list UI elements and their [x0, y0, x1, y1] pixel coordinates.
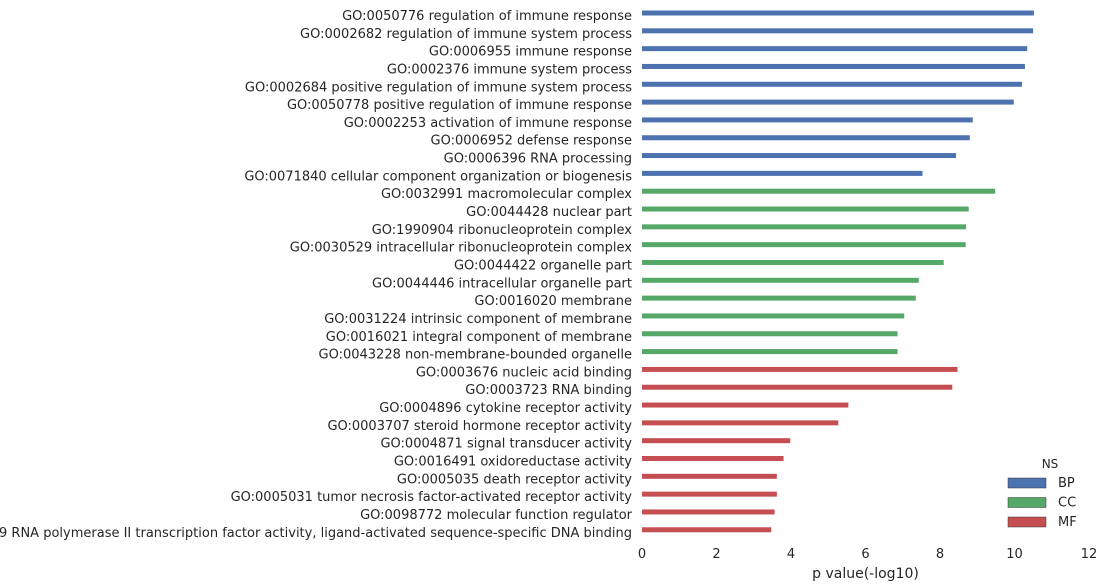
bar-bp: [642, 117, 973, 123]
bar-bp: [642, 81, 1022, 87]
legend-label-bp: BP: [1058, 476, 1075, 491]
category-label: GO:0004871 signal transducer activity: [380, 437, 632, 452]
category-label: GO:0044422 organelle part: [454, 258, 632, 273]
x-tick-label: 2: [712, 547, 720, 562]
x-tick-label: 10: [1006, 547, 1023, 562]
bar-cc: [642, 313, 905, 319]
bar-mf: [642, 491, 777, 497]
x-tick-label: 8: [936, 547, 944, 562]
bar-bp: [642, 63, 1025, 69]
legend-label-cc: CC: [1058, 496, 1076, 511]
bar-bp: [642, 135, 970, 141]
bar-cc: [642, 331, 898, 337]
bar-mf: [642, 527, 772, 533]
category-label: GO:0044428 nuclear part: [466, 205, 632, 220]
category-label: GO:0031224 intrinsic component of membra…: [324, 312, 632, 327]
category-label: GO:0003707 steroid hormone receptor acti…: [327, 419, 632, 434]
category-label: GO:1990904 ribonucleoprotein complex: [372, 223, 633, 238]
category-label: GO:0016491 oxidoreductase activity: [394, 455, 632, 470]
bar-bp: [642, 46, 1028, 52]
bar-bp: [642, 10, 1034, 16]
category-label: GO:0005035 death receptor activity: [397, 472, 632, 487]
category-label: GO:0002376 immune system process: [387, 62, 632, 77]
category-label: GO:0002684 positive regulation of immune…: [245, 80, 632, 95]
bar-cc: [642, 295, 916, 301]
bar-cc: [642, 242, 966, 248]
bar-bp: [642, 28, 1034, 34]
category-label: GO:0002253 activation of immune response: [344, 116, 632, 131]
category-label: GO:0032991 macromolecular complex: [381, 187, 632, 202]
x-tick-label: 4: [787, 547, 795, 562]
category-label: GO:0004896 cytokine receptor activity: [379, 401, 632, 416]
bar-mf: [642, 509, 775, 515]
bar-cc: [642, 259, 944, 265]
category-label: GO:0044446 intracellular organelle part: [372, 276, 632, 291]
bar-mf: [642, 473, 777, 479]
category-label: GO:0003723 RNA binding: [465, 383, 632, 398]
category-label: GO:0050776 regulation of immune response: [342, 9, 632, 24]
category-label: GO:0006396 RNA processing: [444, 152, 632, 167]
category-label: GO:0005031 tumor necrosis factor-activat…: [231, 490, 633, 505]
category-label: GO:0006952 defense response: [431, 134, 633, 149]
bar-bp: [642, 170, 923, 176]
bar-mf: [642, 402, 849, 408]
x-tick-label: 12: [1081, 547, 1098, 562]
bar-cc: [642, 206, 969, 212]
category-label: GO:0071840 cellular component organizati…: [244, 169, 632, 184]
bar-cc: [642, 224, 967, 230]
category-label: GO:0002682 regulation of immune system p…: [300, 27, 632, 42]
bar-cc: [642, 188, 996, 194]
category-label: GO:0043228 non-membrane-bounded organell…: [319, 348, 633, 363]
x-tick-label: 6: [861, 547, 869, 562]
bar-cc: [642, 349, 898, 355]
x-tick-label: 0: [638, 547, 646, 562]
x-axis-label: p value(-log10): [812, 566, 919, 582]
bar-mf: [642, 384, 953, 390]
legend-title: NS: [1042, 457, 1059, 471]
category-label: GO:0030529 intracellular ribonucleoprote…: [290, 241, 633, 256]
legend-swatch-mf: [1007, 516, 1047, 528]
category-label: GO:0016021 integral component of membran…: [326, 330, 632, 345]
category-label: GO:0050778 positive regulation of immune…: [287, 98, 632, 113]
category-label: GO:0006955 immune response: [429, 45, 632, 60]
category-label: GO:0003676 nucleic acid binding: [416, 365, 632, 380]
bar-bp: [642, 99, 1014, 105]
bar-cc: [642, 277, 919, 283]
legend-swatch-cc: [1007, 497, 1047, 508]
bar-mf: [642, 456, 784, 461]
legend-swatch-bp: [1007, 477, 1047, 489]
bar-mf: [642, 438, 791, 444]
category-label: GO:0004879 RNA polymerase II transcripti…: [0, 526, 632, 541]
bar-bp: [642, 153, 957, 159]
category-label: GO:0098772 molecular function regulator: [360, 508, 633, 523]
legend-label-mf: MF: [1058, 515, 1077, 530]
bar-mf: [642, 366, 958, 372]
category-label: GO:0016020 membrane: [474, 294, 632, 309]
bar-mf: [642, 420, 839, 426]
